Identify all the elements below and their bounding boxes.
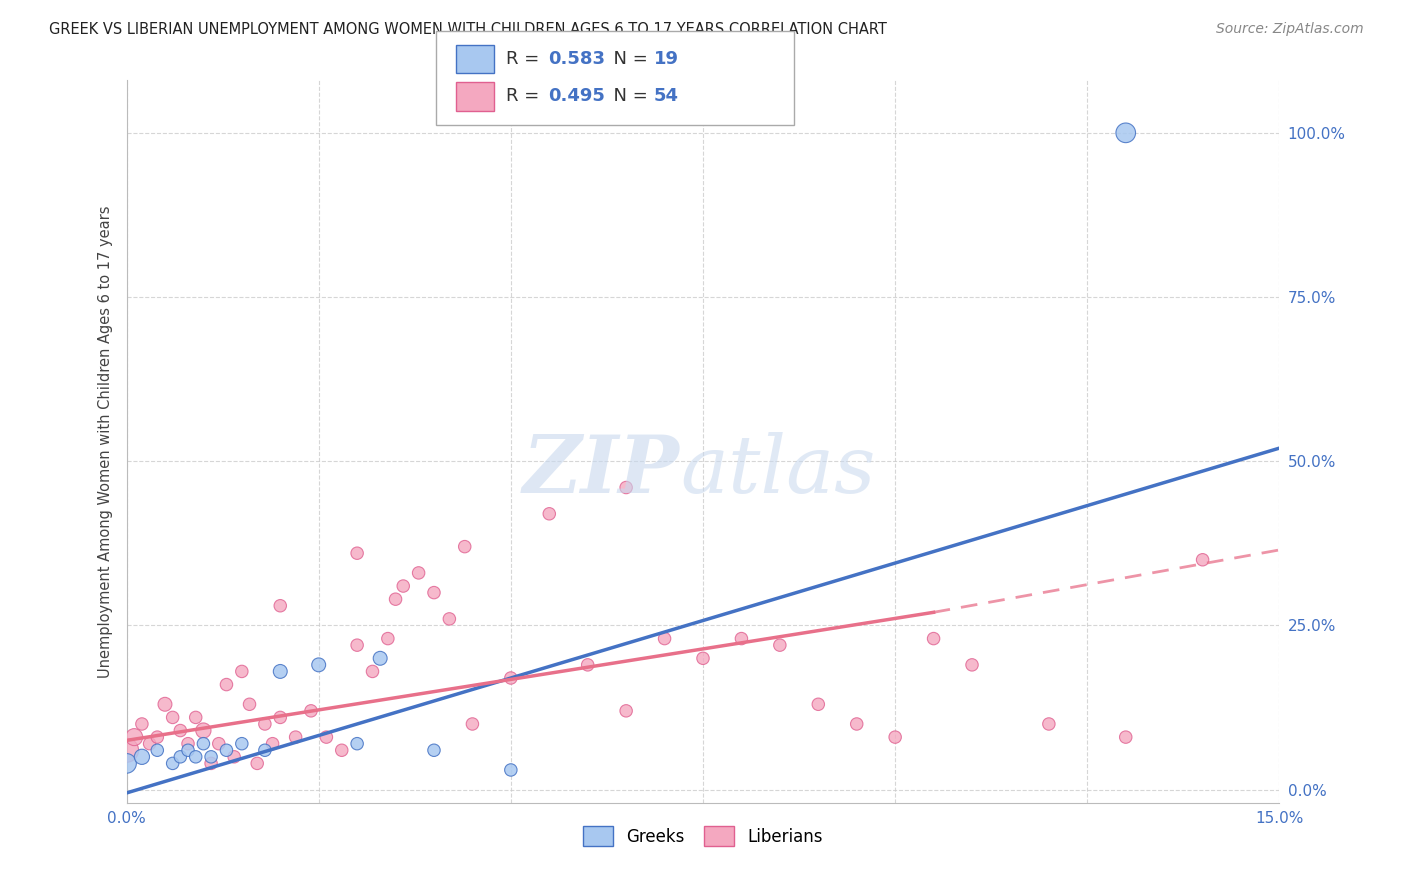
- Point: [769, 638, 792, 652]
- Text: GREEK VS LIBERIAN UNEMPLOYMENT AMONG WOMEN WITH CHILDREN AGES 6 TO 17 YEARS CORR: GREEK VS LIBERIAN UNEMPLOYMENT AMONG WOM…: [49, 22, 887, 37]
- Point: [224, 749, 246, 764]
- Point: [115, 743, 138, 757]
- Point: [131, 717, 153, 731]
- Point: [231, 665, 253, 679]
- Legend: Greeks, Liberians: Greeks, Liberians: [576, 820, 830, 852]
- Point: [614, 481, 637, 495]
- Point: [269, 599, 291, 613]
- Point: [269, 710, 291, 724]
- Point: [368, 651, 391, 665]
- Point: [193, 723, 215, 738]
- Text: 19: 19: [654, 50, 679, 68]
- Point: [499, 763, 522, 777]
- Point: [146, 743, 169, 757]
- Point: [215, 677, 238, 691]
- Point: [231, 737, 253, 751]
- Point: [184, 710, 207, 724]
- Point: [346, 737, 368, 751]
- Point: [330, 743, 353, 757]
- Text: ZIP: ZIP: [523, 432, 681, 509]
- Point: [122, 730, 145, 744]
- Point: [162, 756, 184, 771]
- Point: [184, 749, 207, 764]
- Point: [200, 756, 222, 771]
- Point: [162, 710, 184, 724]
- Point: [1191, 553, 1213, 567]
- Point: [384, 592, 406, 607]
- Point: [884, 730, 907, 744]
- Point: [922, 632, 945, 646]
- Point: [153, 698, 176, 712]
- Point: [169, 723, 191, 738]
- Point: [115, 756, 138, 771]
- Point: [253, 717, 276, 731]
- Point: [262, 737, 284, 751]
- Point: [1115, 126, 1137, 140]
- Point: [576, 657, 599, 672]
- Text: N =: N =: [602, 87, 654, 105]
- Point: [284, 730, 307, 744]
- Text: 0.583: 0.583: [548, 50, 606, 68]
- Point: [246, 756, 269, 771]
- Point: [200, 749, 222, 764]
- Text: Source: ZipAtlas.com: Source: ZipAtlas.com: [1216, 22, 1364, 37]
- Point: [845, 717, 868, 731]
- Text: atlas: atlas: [681, 432, 876, 509]
- Point: [692, 651, 714, 665]
- Text: R =: R =: [506, 87, 546, 105]
- Point: [377, 632, 399, 646]
- Point: [730, 632, 752, 646]
- Point: [1038, 717, 1060, 731]
- Point: [392, 579, 415, 593]
- Point: [169, 749, 191, 764]
- Point: [146, 730, 169, 744]
- Point: [253, 743, 276, 757]
- Text: R =: R =: [506, 50, 546, 68]
- Point: [499, 671, 522, 685]
- Point: [269, 665, 291, 679]
- Point: [177, 743, 200, 757]
- Point: [408, 566, 430, 580]
- Point: [461, 717, 484, 731]
- Point: [177, 737, 200, 751]
- Point: [454, 540, 477, 554]
- Point: [193, 737, 215, 751]
- Point: [361, 665, 384, 679]
- Point: [346, 546, 368, 560]
- Point: [346, 638, 368, 652]
- Text: 54: 54: [654, 87, 679, 105]
- Point: [215, 743, 238, 757]
- Point: [208, 737, 231, 751]
- Text: N =: N =: [602, 50, 654, 68]
- Text: 0.495: 0.495: [548, 87, 605, 105]
- Point: [238, 698, 260, 712]
- Point: [423, 743, 446, 757]
- Point: [423, 585, 446, 599]
- Point: [299, 704, 322, 718]
- Point: [308, 657, 330, 672]
- Point: [960, 657, 983, 672]
- Point: [1115, 730, 1137, 744]
- Point: [439, 612, 461, 626]
- Point: [315, 730, 337, 744]
- Point: [654, 632, 676, 646]
- Point: [138, 737, 160, 751]
- Y-axis label: Unemployment Among Women with Children Ages 6 to 17 years: Unemployment Among Women with Children A…: [98, 205, 114, 678]
- Point: [807, 698, 830, 712]
- Point: [131, 749, 153, 764]
- Point: [614, 704, 637, 718]
- Point: [538, 507, 561, 521]
